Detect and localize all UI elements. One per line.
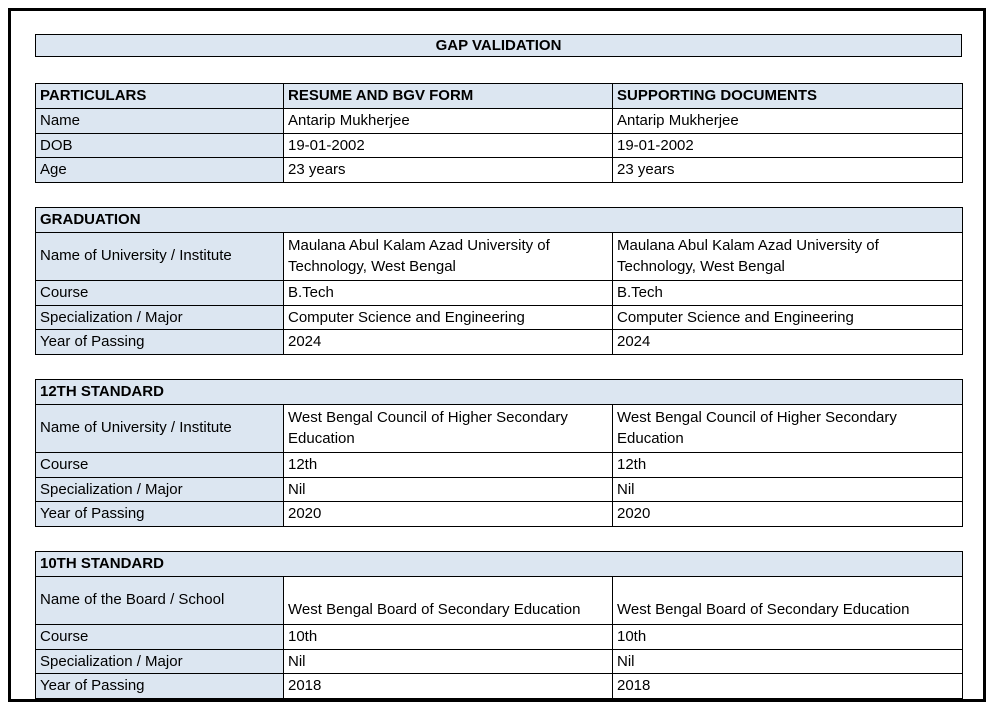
resume-value-board-school: West Bengal Board of Secondary Education <box>283 575 613 625</box>
table-row: Name of University / Institute West Beng… <box>35 403 963 453</box>
supporting-value-year-of-passing: 2020 <box>612 501 963 527</box>
table-row: DOB 19-01-2002 19-01-2002 <box>35 132 963 159</box>
resume-value-year-of-passing: 2018 <box>283 673 613 699</box>
row-label-course: Course <box>35 279 284 306</box>
resume-value-university: West Bengal Council of Higher Secondary … <box>283 403 613 453</box>
document-title: GAP VALIDATION <box>435 37 562 54</box>
column-header-resume-bgv: RESUME AND BGV FORM <box>283 83 613 109</box>
row-label-year-of-passing: Year of Passing <box>35 501 284 527</box>
supporting-value-course: 10th <box>612 623 963 650</box>
supporting-value-course: 12th <box>612 451 963 478</box>
section-title-graduation: GRADUATION <box>34 207 964 233</box>
table-row: Specialization / Major Computer Science … <box>35 304 964 331</box>
twelfth-standard-table: 12TH STANDARD Name of University / Insti… <box>35 379 963 527</box>
resume-value-year-of-passing: 2020 <box>283 501 613 527</box>
table-row: Specialization / Major Nil Nil <box>35 648 963 675</box>
supporting-value-year-of-passing: 2024 <box>611 329 964 355</box>
supporting-value-specialization: Nil <box>612 648 963 675</box>
resume-value-dob: 19-01-2002 <box>283 132 613 159</box>
supporting-value-specialization: Nil <box>612 476 963 503</box>
document-content: GAP VALIDATION PARTICULARS RESUME AND BG… <box>34 34 964 699</box>
table-row: Year of Passing 2020 2020 <box>35 501 963 527</box>
supporting-value-university: West Bengal Council of Higher Secondary … <box>612 403 963 453</box>
table-row: Name Antarip Mukherjee Antarip Mukherjee <box>35 107 963 134</box>
table-row: Name of University / Institute Maulana A… <box>35 231 964 281</box>
row-label-university: Name of University / Institute <box>35 231 284 281</box>
row-label-specialization: Specialization / Major <box>35 648 284 675</box>
page-border-frame <box>8 8 986 702</box>
resume-value-course: 12th <box>283 451 613 478</box>
resume-value-specialization: Nil <box>283 476 613 503</box>
table-header-row: PARTICULARS RESUME AND BGV FORM SUPPORTI… <box>35 83 963 109</box>
table-row: Course 12th 12th <box>35 451 963 478</box>
row-label-course: Course <box>35 451 284 478</box>
supporting-value-year-of-passing: 2018 <box>612 673 963 699</box>
resume-value-specialization: Nil <box>283 648 613 675</box>
graduation-table: GRADUATION Name of University / Institut… <box>34 207 964 355</box>
supporting-value-specialization: Computer Science and Engineering <box>611 304 964 331</box>
column-header-particulars: PARTICULARS <box>35 83 284 109</box>
particulars-table: PARTICULARS RESUME AND BGV FORM SUPPORTI… <box>35 83 963 183</box>
table-row: Year of Passing 2018 2018 <box>35 673 963 699</box>
resume-value-course: B.Tech <box>283 279 613 306</box>
row-label-dob: DOB <box>35 132 284 159</box>
supporting-value-university: Maulana Abul Kalam Azad University of Te… <box>611 231 964 281</box>
resume-value-year-of-passing: 2024 <box>283 329 613 355</box>
row-label-course: Course <box>35 623 284 650</box>
row-label-age: Age <box>35 157 284 183</box>
supporting-value-name: Antarip Mukherjee <box>612 107 963 134</box>
section-header-row: 10TH STANDARD <box>35 551 963 577</box>
row-label-board-school: Name of the Board / School <box>35 575 284 625</box>
resume-value-university: Maulana Abul Kalam Azad University of Te… <box>283 231 613 281</box>
resume-value-age: 23 years <box>283 157 613 183</box>
row-label-year-of-passing: Year of Passing <box>35 673 284 699</box>
supporting-value-age: 23 years <box>612 157 963 183</box>
row-label-specialization: Specialization / Major <box>35 304 284 331</box>
table-row: Course 10th 10th <box>35 623 963 650</box>
table-row: Course B.Tech B.Tech <box>35 279 964 306</box>
section-header-row: 12TH STANDARD <box>35 379 963 405</box>
section-title-10th-standard: 10TH STANDARD <box>35 551 963 577</box>
tenth-standard-table: 10TH STANDARD Name of the Board / School… <box>35 551 963 699</box>
resume-value-specialization: Computer Science and Engineering <box>283 304 613 331</box>
supporting-value-board-school: West Bengal Board of Secondary Education <box>612 575 963 625</box>
row-label-university: Name of University / Institute <box>35 403 284 453</box>
column-header-supporting-docs: SUPPORTING DOCUMENTS <box>612 83 963 109</box>
row-label-specialization: Specialization / Major <box>35 476 284 503</box>
section-header-row: GRADUATION <box>34 207 964 233</box>
resume-value-name: Antarip Mukherjee <box>283 107 613 134</box>
row-label-year-of-passing: Year of Passing <box>35 329 284 355</box>
resume-value-course: 10th <box>283 623 613 650</box>
table-row: Year of Passing 2024 2024 <box>35 329 964 355</box>
supporting-value-dob: 19-01-2002 <box>612 132 963 159</box>
table-row: Name of the Board / School West Bengal B… <box>35 575 963 625</box>
row-label-name: Name <box>35 107 284 134</box>
table-row: Specialization / Major Nil Nil <box>35 476 963 503</box>
supporting-value-course: B.Tech <box>611 279 964 306</box>
document-title-bar: GAP VALIDATION <box>35 34 962 57</box>
section-title-12th-standard: 12TH STANDARD <box>35 379 963 405</box>
table-row: Age 23 years 23 years <box>35 157 963 183</box>
